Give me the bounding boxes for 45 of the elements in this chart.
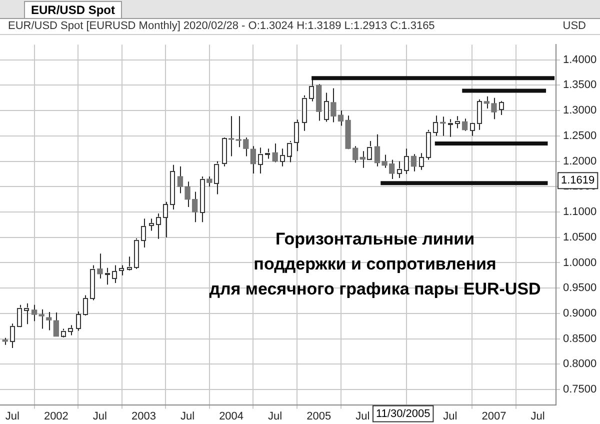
candlestick [360,150,366,168]
y-tick-label: 1.2500 [563,130,597,142]
candlestick [97,253,103,279]
x-tick-label: Jul [5,410,20,422]
candlestick [250,146,256,174]
y-tick-label: 1.3500 [563,79,597,92]
candlestick [410,154,417,172]
x-tick-label: Jul [180,410,195,422]
candlestick [206,176,212,188]
text: 11/30/2005 [376,408,430,420]
y-tick-label: 1.2000 [563,155,597,168]
x-tick-label: 2004 [219,410,244,422]
x-tick-label: 2002 [44,410,68,422]
y-tick-label: 0.7500 [563,384,597,396]
y-axis-title: USD [562,19,586,34]
candlestick [38,308,44,330]
x-tick-label: Jul [268,410,282,422]
candlestick [31,304,38,322]
x-tick-label: Jul [443,410,458,422]
annotation: Горизонтальные линии поддержки и сопротивления для месячного графика пары EUR-USD [209,230,541,299]
y-tick-label: 1.0500 [563,231,597,244]
candlestick [462,118,468,132]
x-tick-label: 2007 [482,410,506,422]
candlestick [46,311,52,331]
x-tick-label: 2003 [132,410,156,422]
x-tick-label: 2005 [306,410,332,422]
candlestick [498,100,504,116]
x-tick-label: Jul [530,410,545,422]
annotation: 1.1619 [561,174,595,187]
x-tick-label: Jul [356,410,370,422]
candlestick [53,312,60,337]
y-tick-label: 0.8000 [563,358,597,370]
y-tick-label: 1.4000 [563,54,597,66]
y-tick-label: 1.3000 [563,104,597,117]
candlestick [228,116,234,157]
candlestick [280,148,286,167]
y-tick-label: 1.0000 [563,256,597,269]
y-tick-label: 1.1000 [563,206,597,218]
y-tick-label: 0.9500 [563,282,597,294]
candlestick [272,143,278,163]
y-tick-label: 0.9000 [563,308,597,320]
y-tick-label: 0.8500 [563,332,597,345]
chart-subtitle: EUR/USD Spot [EURUSD Monthly] 2020/02/28 - O:1.3024 H:1.3189 L:1.2913 C:1.3165 [8,20,435,32]
x-tick-label: Jul [92,410,107,422]
candlestick [119,264,125,276]
